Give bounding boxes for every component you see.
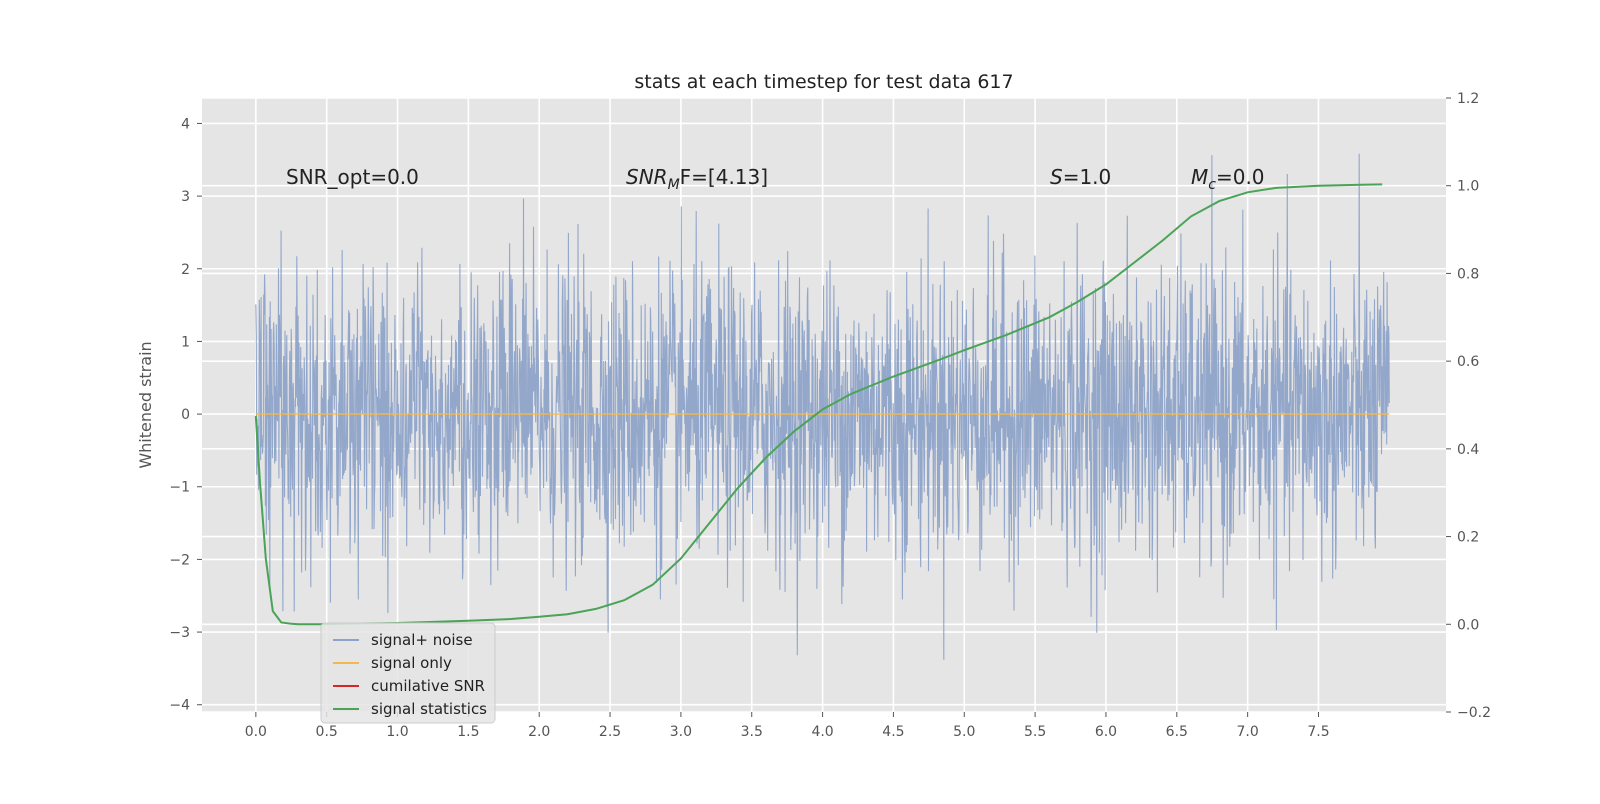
x-tick-label: 3.0	[670, 724, 692, 740]
annotation-snr-opt: SNR_opt=0.0	[286, 165, 419, 189]
annotation-snr-mf: SNRMF=[4.13]	[626, 165, 768, 193]
series-signal-noise	[255, 153, 1390, 660]
legend: signal+ noise signal only cumilative SNR si…	[320, 622, 496, 724]
x-tick-label: 5.5	[1024, 724, 1046, 740]
legend-label: signal+ noise	[371, 631, 473, 649]
x-tick-label: 2.0	[528, 724, 550, 740]
y-tick-label: −4	[169, 698, 190, 714]
legend-label: cumilative SNR	[371, 677, 485, 695]
x-tick-label: 6.5	[1166, 724, 1188, 740]
s-rest: =1.0	[1063, 165, 1112, 189]
y2-tick-label: 0.4	[1457, 442, 1479, 458]
y2-tick-label: 0.8	[1457, 266, 1479, 282]
x-tick-label: 7.0	[1237, 724, 1259, 740]
snr-mf-sub: M	[668, 177, 680, 193]
x-tick-label: 0.0	[245, 724, 267, 740]
y-tick-label: −1	[169, 480, 190, 496]
y-tick-label: 2	[181, 262, 190, 278]
y-tick-label: −2	[169, 552, 190, 568]
legend-label: signal statistics	[371, 700, 487, 718]
mc-main: M	[1191, 165, 1208, 189]
y-tick-label: −3	[169, 625, 190, 641]
y2-tick-label: 1.2	[1457, 91, 1479, 107]
x-tick-label: 6.0	[1095, 724, 1117, 740]
series-lines	[254, 183, 1390, 626]
x-tick-label: 4.0	[811, 724, 833, 740]
chart-title: stats at each timestep for test data 617	[634, 71, 1013, 93]
x-tick-label: 2.5	[599, 724, 621, 740]
y2-tick-label: 0.6	[1457, 354, 1479, 370]
x-tick-label: 3.5	[741, 724, 763, 740]
signal-noise-line	[255, 153, 1390, 660]
s-main: S	[1050, 165, 1063, 189]
x-tick-label: 1.0	[386, 724, 408, 740]
x-tick-label: 1.5	[457, 724, 479, 740]
y-tick-label: 0	[181, 407, 190, 423]
y2-tick-label: −0.2	[1457, 705, 1491, 721]
y2-tick-label: 1.0	[1457, 179, 1479, 195]
x-tick-label: 7.5	[1307, 724, 1329, 740]
y2-tick-label: 0.0	[1457, 617, 1479, 633]
annotation-s: S=1.0	[1050, 165, 1111, 189]
snr-mf-main: SNR	[626, 165, 668, 189]
legend-label: signal only	[371, 654, 452, 672]
annotation-mc: Mc=0.0	[1191, 165, 1265, 193]
tick-labels: 0.0 0.5 1.0 1.5 2.0 2.5 3.0 3.5 4.0 4.5 5.0 5.5 6.0 6…	[169, 91, 1491, 740]
mc-rest: =0.0	[1216, 165, 1265, 189]
y-tick-label: 1	[181, 334, 190, 350]
x-tick-label: 4.5	[882, 724, 904, 740]
y-tick-label: 3	[181, 189, 190, 205]
snr-mf-rest: F=[4.13]	[680, 165, 768, 189]
legend-box	[320, 622, 496, 724]
signal-statistics-line	[254, 183, 1383, 626]
x-tick-label: 5.0	[953, 724, 975, 740]
y2-tick-label: 0.2	[1457, 530, 1479, 546]
x-tick-label: 0.5	[316, 724, 338, 740]
y-tick-label: 4	[181, 116, 190, 132]
y-axis-label: Whitened strain	[136, 341, 155, 468]
mc-sub: c	[1208, 177, 1216, 193]
